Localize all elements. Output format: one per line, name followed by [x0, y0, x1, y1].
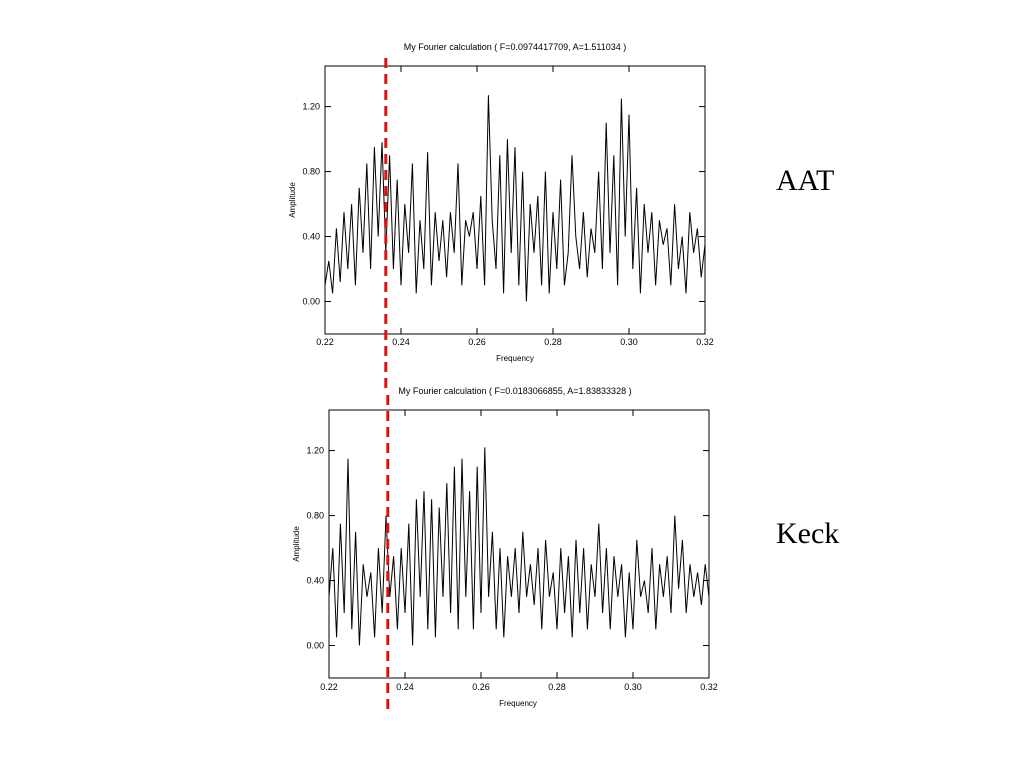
aat-x-tick-label: 0.28	[544, 337, 562, 347]
aat-side-label: AAT	[776, 164, 834, 197]
keck-x-tick-label: 0.28	[548, 682, 566, 692]
keck-plot-frame	[328, 409, 710, 679]
keck-x-tick-label: 0.22	[320, 682, 338, 692]
aat-y-tick-label: 1.20	[302, 102, 320, 112]
aat-y-tick-label: 0.00	[302, 297, 320, 307]
keck-y-tick-label: 0.40	[306, 576, 324, 586]
keck-x-axis-label: Frequency	[499, 699, 537, 708]
aat-series-line	[324, 95, 706, 302]
keck-x-tick-label: 0.26	[472, 682, 490, 692]
aat-chart: My Fourier calculation ( F=0.0974417709,…	[288, 42, 714, 363]
keck-y-tick-label: 0.00	[306, 641, 324, 651]
aat-x-tick-label: 0.22	[316, 337, 334, 347]
keck-x-tick-label: 0.32	[700, 682, 718, 692]
keck-chart: My Fourier calculation ( F=0.0183066855,…	[292, 386, 718, 708]
keck-chart-title: My Fourier calculation ( F=0.0183066855,…	[398, 386, 631, 396]
keck-y-axis-label: Amplitude	[292, 526, 301, 562]
aat-y-axis-label: Amplitude	[288, 182, 297, 218]
aat-y-ticks: 0.00 0.40 0.80 1.20	[302, 102, 705, 307]
keck-side-label: Keck	[776, 517, 839, 550]
aat-x-ticks: 0.22 0.24 0.26 0.28 0.30 0.32	[316, 66, 714, 347]
keck-x-ticks: 0.22 0.24 0.26 0.28 0.30 0.32	[320, 410, 718, 692]
aat-x-axis-label: Frequency	[496, 354, 534, 363]
keck-x-tick-label: 0.30	[624, 682, 642, 692]
aat-chart-title: My Fourier calculation ( F=0.0974417709,…	[404, 42, 626, 52]
aat-y-tick-label: 0.80	[302, 167, 320, 177]
aat-x-tick-label: 0.30	[620, 337, 638, 347]
keck-y-ticks: 0.00 0.40 0.80 1.20	[306, 446, 709, 651]
keck-x-tick-label: 0.24	[396, 682, 414, 692]
keck-series-line	[328, 447, 710, 646]
aat-plot-frame	[324, 65, 706, 335]
keck-y-tick-label: 1.20	[306, 446, 324, 456]
aat-x-tick-label: 0.26	[468, 337, 486, 347]
aat-x-tick-label: 0.32	[696, 337, 714, 347]
aat-y-tick-label: 0.40	[302, 232, 320, 242]
keck-y-tick-label: 0.80	[306, 511, 324, 521]
aat-x-tick-label: 0.24	[392, 337, 410, 347]
